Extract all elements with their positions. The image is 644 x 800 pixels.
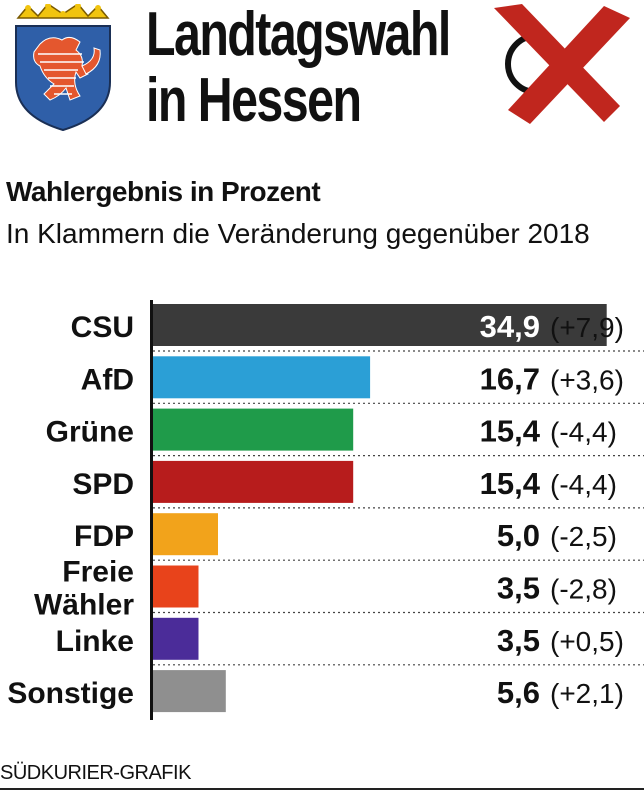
value-label: 3,5 xyxy=(497,571,540,606)
chart-subtitle: Wahlergebnis in Prozent xyxy=(6,176,321,207)
category-label: Sonstige xyxy=(7,677,134,710)
category-label: SPD xyxy=(72,468,134,501)
value-label: 15,4 xyxy=(480,466,541,501)
change-label: (-4,4) xyxy=(550,417,617,448)
bar-sonstige xyxy=(153,670,226,713)
value-label: 3,5 xyxy=(497,623,540,658)
category-label: Freie Wähler xyxy=(34,556,134,622)
change-label: (+0,5) xyxy=(550,626,624,657)
category-label: FDP xyxy=(74,520,134,553)
chart-axis-line xyxy=(150,300,153,720)
category-label: AfD xyxy=(81,363,134,396)
ballot-cross-icon xyxy=(494,4,630,124)
bar-grüne xyxy=(153,408,354,451)
bar-freie-wähler xyxy=(153,565,199,608)
value-label: 16,7 xyxy=(480,361,540,396)
title-line-2: in Hessen xyxy=(146,66,362,135)
bar-afd xyxy=(153,356,371,399)
chart-rows: CSU 34,9 (+7,9) AfD 16,7 (+3,6) Grüne 15,4 (-4,4… xyxy=(7,304,644,713)
change-label: (-2,8) xyxy=(550,574,617,605)
category-label: Linke xyxy=(56,625,134,658)
bar-linke xyxy=(153,617,199,660)
bar-spd xyxy=(153,460,354,503)
credit-label: SÜDKURIER-GRAFIK xyxy=(0,762,191,784)
bottom-divider xyxy=(0,788,644,790)
page-title: Landtagswahl in Hessen xyxy=(146,2,535,134)
change-label: (+7,9) xyxy=(550,312,624,343)
chart-subnote: In Klammern die Veränderung gegenüber 20… xyxy=(6,218,590,249)
bar-csu xyxy=(153,304,607,346)
value-label: 5,0 xyxy=(497,518,540,553)
category-label: Grüne xyxy=(46,416,134,449)
bar-chart: CSU 34,9 (+7,9) AfD 16,7 (+3,6) Grüne 15,4 (-4,4… xyxy=(7,300,644,720)
title-line-1: Landtagswahl xyxy=(146,0,451,69)
value-label: 5,6 xyxy=(497,675,540,710)
change-label: (-2,5) xyxy=(550,521,617,552)
value-label: 15,4 xyxy=(480,414,541,449)
change-label: (+3,6) xyxy=(550,364,624,395)
value-label: 34,9 xyxy=(480,309,540,344)
change-label: (-4,4) xyxy=(550,469,617,500)
change-label: (+2,1) xyxy=(550,678,624,709)
bar-fdp xyxy=(153,513,218,556)
hessen-coat-of-arms-icon xyxy=(15,4,111,132)
category-label: CSU xyxy=(71,311,134,344)
